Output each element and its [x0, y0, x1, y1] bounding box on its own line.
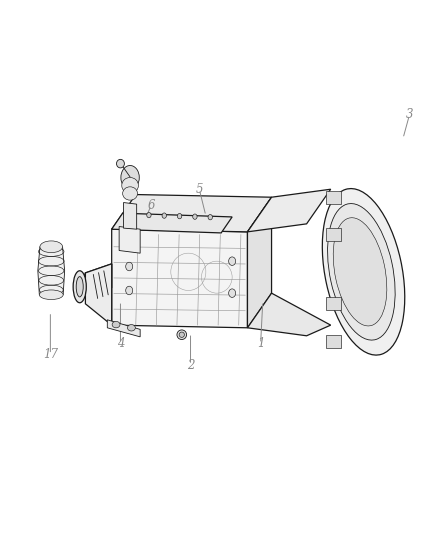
Ellipse shape: [179, 332, 184, 337]
Polygon shape: [326, 335, 341, 348]
Ellipse shape: [117, 159, 124, 168]
Ellipse shape: [127, 325, 135, 331]
Ellipse shape: [73, 271, 86, 303]
Ellipse shape: [147, 213, 151, 218]
Ellipse shape: [328, 204, 395, 340]
Polygon shape: [326, 228, 341, 241]
Ellipse shape: [193, 214, 197, 219]
Polygon shape: [85, 264, 112, 325]
Text: 4: 4: [117, 337, 124, 350]
Polygon shape: [326, 297, 341, 310]
Ellipse shape: [126, 262, 133, 271]
Ellipse shape: [126, 286, 133, 295]
Ellipse shape: [123, 187, 138, 200]
Ellipse shape: [162, 213, 166, 219]
Text: 6: 6: [147, 199, 155, 212]
Text: 5: 5: [195, 183, 203, 196]
Ellipse shape: [39, 290, 63, 300]
Polygon shape: [112, 195, 272, 232]
Polygon shape: [77, 264, 112, 295]
Ellipse shape: [208, 214, 212, 220]
Ellipse shape: [229, 257, 236, 265]
Ellipse shape: [229, 289, 236, 297]
Ellipse shape: [177, 213, 182, 219]
Text: 17: 17: [43, 348, 58, 361]
Ellipse shape: [40, 241, 63, 253]
Ellipse shape: [131, 212, 136, 217]
Polygon shape: [326, 191, 341, 204]
Ellipse shape: [121, 165, 139, 189]
Ellipse shape: [76, 277, 83, 297]
Polygon shape: [247, 293, 331, 336]
Text: 2: 2: [187, 359, 194, 372]
Ellipse shape: [112, 321, 120, 328]
Polygon shape: [247, 197, 272, 328]
Text: 1: 1: [257, 337, 265, 350]
Polygon shape: [112, 213, 232, 233]
Ellipse shape: [122, 177, 138, 193]
Polygon shape: [119, 227, 140, 253]
Polygon shape: [247, 189, 331, 232]
Polygon shape: [124, 203, 137, 229]
Polygon shape: [112, 229, 247, 328]
Ellipse shape: [177, 330, 187, 340]
Ellipse shape: [322, 189, 405, 355]
Ellipse shape: [333, 217, 387, 326]
Polygon shape: [38, 247, 65, 295]
Text: 3: 3: [406, 108, 413, 121]
Polygon shape: [107, 320, 140, 337]
